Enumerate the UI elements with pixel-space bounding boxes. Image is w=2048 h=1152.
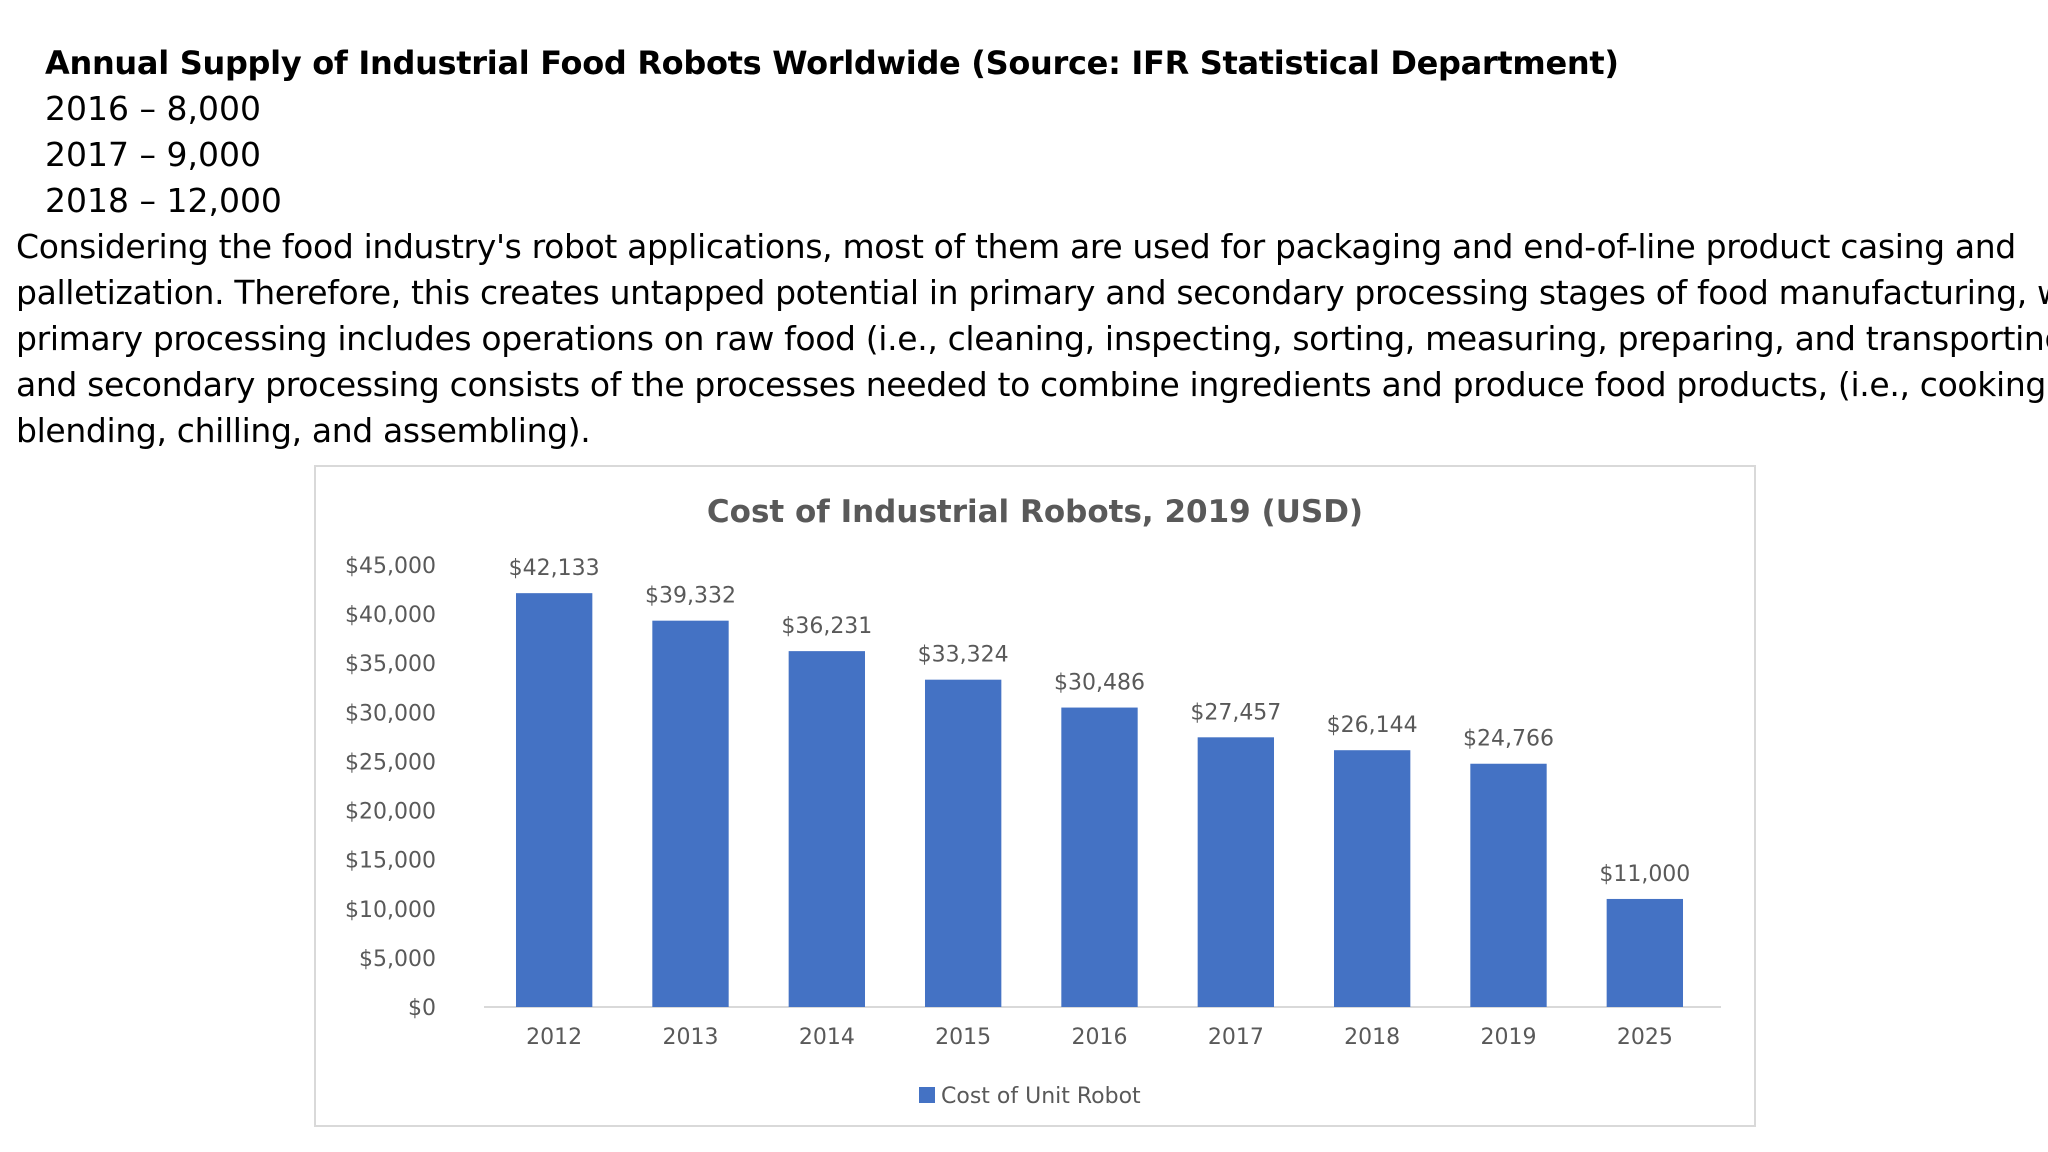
data-label: $27,457	[1190, 700, 1281, 725]
legend-swatch	[919, 1087, 935, 1103]
y-tick-label: $0	[408, 996, 436, 1021]
y-tick-label: $5,000	[359, 947, 436, 972]
supply-item-2018: 2018 – 12,000	[45, 181, 282, 220]
bar-2019	[1470, 763, 1547, 1007]
x-tick-label: 2015	[935, 1025, 991, 1050]
data-label: $30,486	[1054, 671, 1145, 696]
data-label: $42,133	[509, 556, 600, 581]
bar-2016	[1061, 707, 1138, 1007]
x-tick-label: 2025	[1617, 1025, 1673, 1050]
bar-2012	[515, 593, 593, 1007]
supply-item-2017: 2017 – 9,000	[45, 135, 261, 174]
x-tick-label: 2019	[1481, 1025, 1537, 1050]
x-tick-label: 2014	[799, 1025, 855, 1050]
data-label: $26,144	[1327, 713, 1418, 738]
x-tick-label: 2018	[1344, 1025, 1400, 1050]
bar-2014	[788, 651, 866, 1007]
bar-2015	[924, 679, 1002, 1007]
paragraph-line: blending, chilling, and assembling).	[16, 411, 591, 450]
data-label: $11,000	[1599, 862, 1690, 887]
y-axis: $0 $5,000 $10,000 $15,000 $20,000 $25,000 $30,…	[345, 554, 436, 1021]
supply-list: 2016 – 8,000 2017 – 9,000 2018 – 12,000	[45, 86, 282, 224]
paragraph-line: primary processing includes operations o…	[16, 319, 2048, 358]
data-label: $36,231	[781, 614, 872, 639]
y-tick-label: $25,000	[345, 750, 436, 775]
x-axis: 2012 2013 2014 2015 2016 2017 2018 2019 2025	[526, 1025, 1673, 1050]
bar-2018	[1333, 750, 1411, 1007]
data-label: $33,324	[918, 643, 1009, 668]
paragraph-line: palletization. Therefore, this creates u…	[16, 273, 2048, 312]
data-label: $39,332	[645, 584, 736, 609]
x-tick-label: 2012	[526, 1025, 582, 1050]
bar-2025	[1606, 898, 1684, 1007]
legend-label: Cost of Unit Robot	[941, 1084, 1141, 1109]
body-paragraph: Considering the food industry's robot ap…	[16, 224, 2048, 454]
paragraph-line: Considering the food industry's robot ap…	[16, 227, 2016, 266]
x-tick-label: 2013	[663, 1025, 719, 1050]
y-tick-label: $40,000	[345, 603, 436, 628]
y-tick-label: $35,000	[345, 652, 436, 677]
supply-item-2016: 2016 – 8,000	[45, 89, 261, 128]
y-tick-label: $45,000	[345, 554, 436, 579]
chart-title: Cost of Industrial Robots, 2019 (USD)	[707, 494, 1363, 530]
y-tick-label: $15,000	[345, 849, 436, 874]
data-label: $24,766	[1463, 727, 1554, 752]
y-tick-label: $10,000	[345, 898, 436, 923]
bar-2017	[1197, 737, 1275, 1007]
bar-chart: Cost of Industrial Robots, 2019 (USD) $0…	[345, 494, 1721, 1109]
paragraph-line: and secondary processing consists of the…	[16, 365, 2048, 404]
bars-group: $42,133 $39,332 $36,231 $33,324 $30,486 $27,4…	[509, 556, 1690, 1007]
x-tick-label: 2016	[1072, 1025, 1128, 1050]
supply-title: Annual Supply of Industrial Food Robots …	[45, 44, 1619, 82]
y-tick-label: $30,000	[345, 701, 436, 726]
bar-2013	[652, 620, 729, 1007]
y-tick-label: $20,000	[345, 800, 436, 825]
chart-container: Cost of Industrial Robots, 2019 (USD) $0…	[314, 465, 1756, 1127]
legend: Cost of Unit Robot	[919, 1084, 1141, 1109]
x-tick-label: 2017	[1208, 1025, 1264, 1050]
